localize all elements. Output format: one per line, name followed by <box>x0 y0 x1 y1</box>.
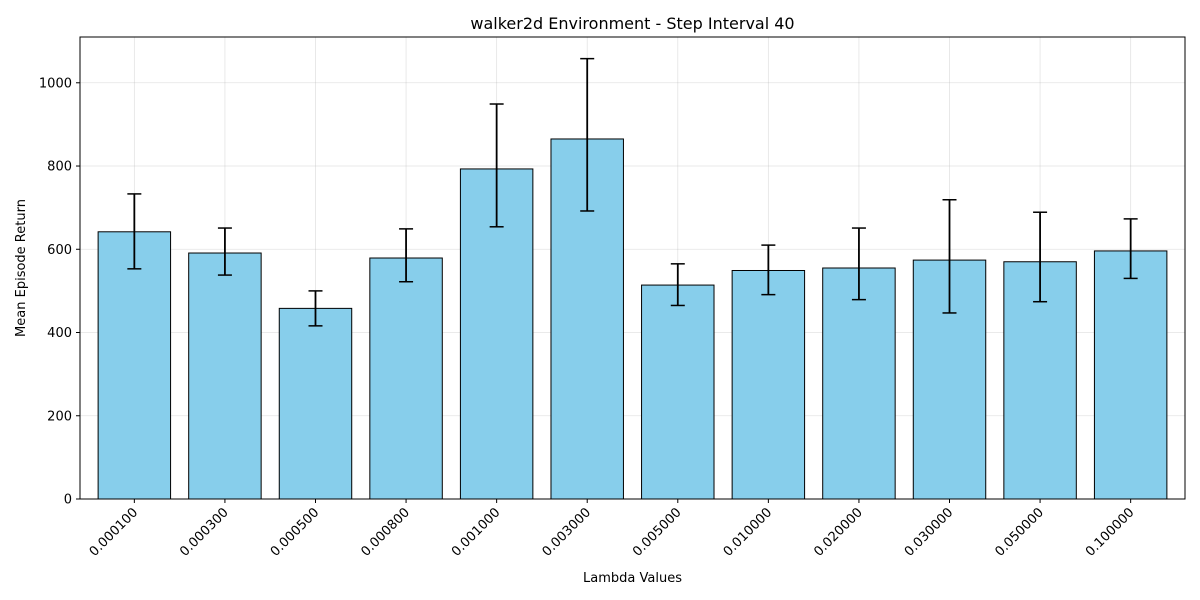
chart-title: walker2d Environment - Step Interval 40 <box>470 14 794 33</box>
x-tick-label: 0.005000 <box>630 505 684 559</box>
x-axis-ticks: 0.000100 0.000300 0.000500 0.000800 0.001000… <box>87 499 1137 560</box>
bar <box>188 252 262 500</box>
plot-frame <box>79 36 1186 500</box>
x-tick-label: 0.000300 <box>177 505 231 559</box>
bar <box>278 307 353 500</box>
bar <box>641 284 715 500</box>
x-tick-label: 0.003000 <box>540 505 594 559</box>
bars <box>97 138 1168 500</box>
bar <box>369 257 443 500</box>
bar <box>1093 250 1168 500</box>
y-axis-ticks: 0 200 400 600 800 1000 <box>39 76 80 508</box>
y-tick-label: 600 <box>47 243 72 258</box>
x-tick-label: 0.000500 <box>268 505 322 559</box>
x-tick-label: 0.050000 <box>992 505 1046 559</box>
x-tick-label: 0.001000 <box>449 505 503 559</box>
y-tick-label: 200 <box>47 409 72 424</box>
x-tick-label: 0.020000 <box>811 505 865 559</box>
x-tick-label: 0.000100 <box>87 505 141 559</box>
y-tick-label: 800 <box>47 160 72 175</box>
error-bars <box>127 57 1138 327</box>
y-axis-label: Mean Episode Return <box>14 199 29 337</box>
bar <box>822 267 896 500</box>
bar <box>731 269 806 500</box>
x-tick-label: 0.030000 <box>902 505 956 559</box>
y-tick-label: 0 <box>64 493 72 508</box>
bar <box>97 231 172 500</box>
x-tick-label: 0.100000 <box>1083 505 1137 559</box>
x-tick-label: 0.010000 <box>721 505 775 559</box>
y-tick-label: 400 <box>47 326 72 341</box>
x-axis-label: Lambda Values <box>583 571 682 586</box>
y-tick-label: 1000 <box>39 76 72 91</box>
x-tick-label: 0.000800 <box>358 505 412 559</box>
